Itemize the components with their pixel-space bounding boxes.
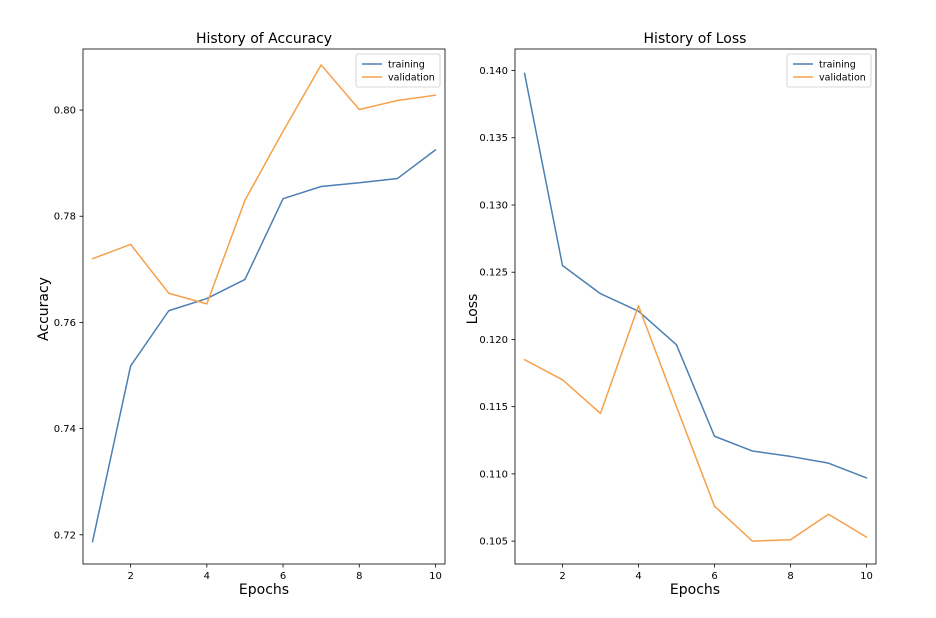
y-tick-label: 0.72 — [54, 530, 76, 541]
x-axis-label: Epochs — [670, 582, 720, 598]
legend: training validation — [355, 53, 441, 88]
y-tick-label: 0.140 — [479, 66, 508, 77]
plot-frame — [82, 48, 446, 565]
series-line-training — [523, 72, 868, 479]
loss-chart: History of Loss Epochs Loss 2 4 6 8 10 0.105 0… — [465, 31, 877, 598]
x-tick-label: 6 — [711, 571, 717, 582]
legend-box — [355, 53, 441, 88]
y-tick-label: 0.74 — [54, 424, 76, 435]
y-tick-label: 0.135 — [479, 133, 508, 144]
x-tick-label: 10 — [429, 571, 442, 582]
legend-label-validation: validation — [819, 73, 866, 84]
series-line-validation — [523, 305, 868, 542]
y-tick-label: 0.125 — [479, 268, 508, 279]
chart-title: History of Accuracy — [196, 31, 332, 47]
x-tick-label: 2 — [127, 571, 133, 582]
plot-frame — [514, 48, 877, 565]
y-tick-label: 0.130 — [479, 200, 508, 211]
accuracy-chart: History of Accuracy Epochs Accuracy 2 4 6 8… — [36, 31, 446, 598]
x-tick-label: 6 — [280, 571, 286, 582]
y-tick-label: 0.105 — [479, 537, 508, 548]
x-tick-label: 2 — [559, 571, 565, 582]
chart-title: History of Loss — [644, 31, 747, 47]
y-axis-label: Accuracy — [36, 277, 52, 341]
y-tick-label: 0.76 — [54, 318, 76, 329]
y-tick-label: 0.78 — [54, 212, 76, 223]
y-tick-label: 0.115 — [479, 402, 508, 413]
y-tick-label: 0.80 — [54, 106, 76, 117]
legend: training validation — [786, 53, 872, 88]
y-tick-label: 0.110 — [479, 469, 508, 480]
legend-label-training: training — [819, 60, 856, 71]
series-line-training — [91, 149, 437, 543]
series-line-validation — [91, 64, 437, 305]
legend-label-validation: validation — [388, 73, 435, 84]
x-axis-label: Epochs — [239, 582, 289, 598]
y-tick-label: 0.120 — [479, 335, 508, 346]
x-tick-label: 8 — [787, 571, 793, 582]
legend-label-training: training — [388, 60, 425, 71]
x-tick-label: 4 — [204, 571, 210, 582]
y-axis-label: Loss — [465, 294, 481, 325]
x-tick-label: 10 — [860, 571, 873, 582]
x-tick-label: 8 — [356, 571, 362, 582]
legend-box — [786, 53, 872, 88]
x-tick-label: 4 — [635, 571, 641, 582]
